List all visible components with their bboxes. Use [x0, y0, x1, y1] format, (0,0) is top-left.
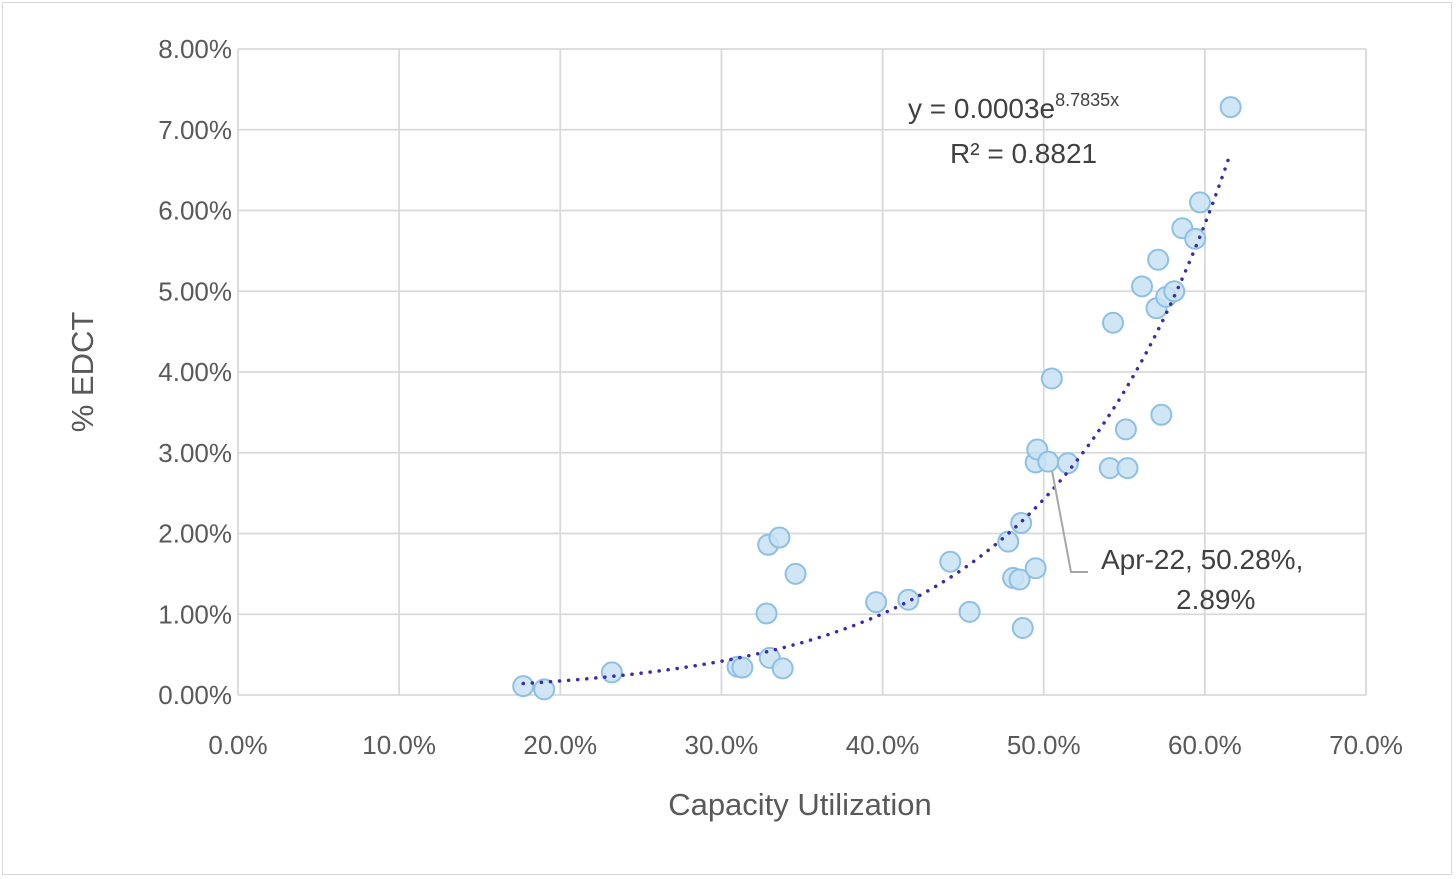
trendline-equation: y = 0.0003e8.7835x [908, 90, 1119, 124]
data-point [1102, 311, 1125, 334]
y-tick-label: 5.00% [158, 276, 232, 306]
data-point [1131, 275, 1154, 298]
y-tick-label: 2.00% [158, 519, 232, 549]
data-points [512, 96, 1242, 701]
x-tick-label: 60.0% [1168, 730, 1242, 760]
y-axis-title: % EDCT [65, 312, 100, 433]
y-tick-label: 6.00% [158, 196, 232, 226]
data-point [997, 530, 1020, 553]
x-tick-label: 40.0% [846, 730, 920, 760]
data-point [939, 550, 962, 573]
y-tick-label: 3.00% [158, 438, 232, 468]
y-tick-label: 8.00% [158, 34, 232, 64]
data-point [1184, 227, 1207, 250]
y-tick-label: 1.00% [158, 599, 232, 629]
x-tick-label: 70.0% [1329, 730, 1403, 760]
trendline-equation-exponent: 8.7835x [1055, 90, 1119, 110]
data-point [1008, 568, 1031, 591]
data-point [533, 678, 556, 701]
data-point [600, 661, 623, 684]
data-point [1150, 403, 1173, 426]
data-point [1163, 280, 1186, 303]
data-point [771, 657, 794, 680]
trendline-r-squared: R² = 0.8821 [950, 138, 1097, 169]
data-point [1011, 616, 1034, 639]
data-point [1010, 512, 1033, 535]
data-label-line2: 2.89% [1176, 584, 1255, 615]
data-point [1040, 367, 1063, 390]
y-tick-label: 7.00% [158, 115, 232, 145]
data-point [897, 588, 920, 611]
exponential-trendline [521, 151, 1233, 686]
x-tick-label: 50.0% [1007, 730, 1081, 760]
data-point [958, 600, 981, 623]
data-point [1189, 191, 1212, 214]
x-tick-label: 10.0% [362, 730, 436, 760]
data-label-line1: Apr-22, 50.28%, [1101, 544, 1303, 575]
data-point [1219, 96, 1242, 119]
data-point [1024, 557, 1047, 580]
data-point [755, 602, 778, 625]
tick-labels: 0.00% 1.00% 2.00% 3.00% 4.00% 5.00% 6.00% 7.00%… [158, 34, 1403, 760]
x-tick-label: 0.0% [208, 730, 267, 760]
trendline-equation-base: y = 0.0003e [908, 93, 1055, 124]
x-tick-label: 20.0% [523, 730, 597, 760]
data-point [768, 526, 791, 549]
y-tick-label: 0.00% [158, 680, 232, 710]
data-point [1114, 418, 1137, 441]
data-point [512, 675, 535, 698]
data-label-leader-line [1051, 471, 1088, 573]
data-point [1147, 248, 1170, 271]
y-tick-label: 4.00% [158, 357, 232, 387]
x-axis-title: Capacity Utilization [668, 787, 932, 822]
data-point [784, 562, 807, 585]
data-point [731, 656, 754, 679]
data-point [1116, 457, 1139, 480]
data-point [1037, 450, 1060, 473]
x-tick-label: 30.0% [685, 730, 759, 760]
data-point [865, 591, 888, 614]
data-point [1056, 452, 1079, 475]
